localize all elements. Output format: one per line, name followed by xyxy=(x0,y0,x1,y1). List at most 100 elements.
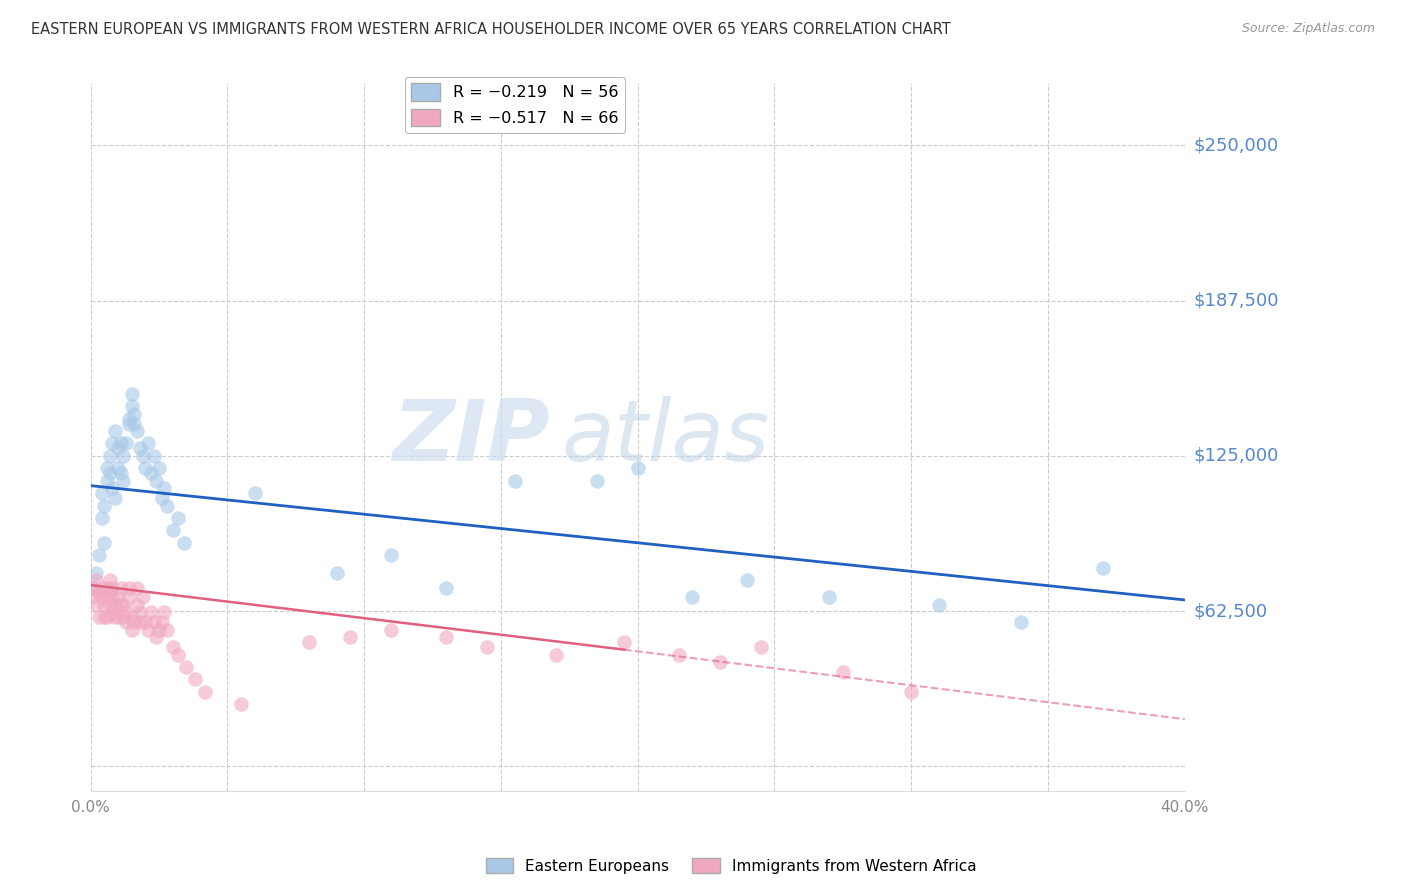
Point xyxy=(128,605,150,619)
Text: $187,500: $187,500 xyxy=(1194,292,1278,310)
Point xyxy=(118,417,141,431)
Point xyxy=(107,610,129,624)
Point xyxy=(136,436,159,450)
Point xyxy=(194,685,217,699)
Point xyxy=(98,467,121,481)
Point xyxy=(127,424,149,438)
Point xyxy=(298,635,321,649)
Point xyxy=(84,573,107,587)
Point xyxy=(87,610,110,624)
Point xyxy=(121,399,143,413)
Point xyxy=(156,623,179,637)
Point xyxy=(339,630,361,644)
Point xyxy=(115,436,138,450)
Text: $62,500: $62,500 xyxy=(1194,602,1267,620)
Point xyxy=(145,630,167,644)
Point xyxy=(134,615,156,630)
Point xyxy=(82,591,104,605)
Point xyxy=(112,474,135,488)
Point xyxy=(900,685,922,699)
Point xyxy=(380,548,402,562)
Text: EASTERN EUROPEAN VS IMMIGRANTS FROM WESTERN AFRICA HOUSEHOLDER INCOME OVER 65 YE: EASTERN EUROPEAN VS IMMIGRANTS FROM WEST… xyxy=(31,22,950,37)
Point xyxy=(104,610,127,624)
Point xyxy=(110,598,132,612)
Point xyxy=(90,581,112,595)
Point xyxy=(104,491,127,505)
Point xyxy=(668,648,690,662)
Point xyxy=(121,623,143,637)
Point xyxy=(87,585,110,599)
Point xyxy=(96,581,118,595)
Text: $250,000: $250,000 xyxy=(1194,136,1278,154)
Point xyxy=(167,648,190,662)
Point xyxy=(101,591,124,605)
Point xyxy=(139,467,162,481)
Point xyxy=(153,481,176,495)
Point xyxy=(124,417,146,431)
Point xyxy=(136,623,159,637)
Point xyxy=(101,436,124,450)
Point xyxy=(162,640,184,654)
Point xyxy=(118,591,141,605)
Point xyxy=(104,424,127,438)
Point xyxy=(613,635,636,649)
Point xyxy=(142,449,165,463)
Point xyxy=(585,474,607,488)
Point xyxy=(82,581,104,595)
Point xyxy=(112,610,135,624)
Point xyxy=(96,610,118,624)
Point xyxy=(84,566,107,580)
Point xyxy=(96,591,118,605)
Point xyxy=(142,615,165,630)
Point xyxy=(90,591,112,605)
Point xyxy=(167,511,190,525)
Point xyxy=(380,623,402,637)
Text: Source: ZipAtlas.com: Source: ZipAtlas.com xyxy=(1241,22,1375,36)
Point xyxy=(82,581,104,595)
Point xyxy=(124,615,146,630)
Point xyxy=(112,449,135,463)
Point xyxy=(128,615,150,630)
Point xyxy=(1010,615,1032,630)
Point xyxy=(831,665,853,679)
Point xyxy=(93,610,115,624)
Point xyxy=(150,615,173,630)
Point xyxy=(434,581,457,595)
Point xyxy=(110,436,132,450)
Point xyxy=(162,524,184,538)
Point xyxy=(148,461,170,475)
Point xyxy=(709,655,731,669)
Point xyxy=(173,536,195,550)
Point xyxy=(101,481,124,495)
Point xyxy=(87,548,110,562)
Point xyxy=(627,461,650,475)
Point xyxy=(90,511,112,525)
Point xyxy=(243,486,266,500)
Point xyxy=(121,386,143,401)
Text: ZIP: ZIP xyxy=(392,396,550,479)
Point xyxy=(98,598,121,612)
Text: $125,000: $125,000 xyxy=(1194,447,1278,465)
Point xyxy=(98,573,121,587)
Point xyxy=(107,442,129,456)
Legend: R = −0.219   N = 56, R = −0.517   N = 66: R = −0.219 N = 56, R = −0.517 N = 66 xyxy=(405,77,624,133)
Point xyxy=(93,598,115,612)
Legend: Eastern Europeans, Immigrants from Western Africa: Eastern Europeans, Immigrants from Weste… xyxy=(479,852,983,880)
Point xyxy=(93,499,115,513)
Point xyxy=(229,698,252,712)
Point xyxy=(118,411,141,425)
Point xyxy=(107,591,129,605)
Point xyxy=(128,442,150,456)
Point xyxy=(183,673,205,687)
Point xyxy=(115,615,138,630)
Point xyxy=(131,591,153,605)
Point xyxy=(735,573,758,587)
Point xyxy=(156,499,179,513)
Point xyxy=(153,605,176,619)
Point xyxy=(127,598,149,612)
Point xyxy=(131,449,153,463)
Point xyxy=(93,536,115,550)
Point xyxy=(749,640,772,654)
Point xyxy=(118,581,141,595)
Point xyxy=(928,598,950,612)
